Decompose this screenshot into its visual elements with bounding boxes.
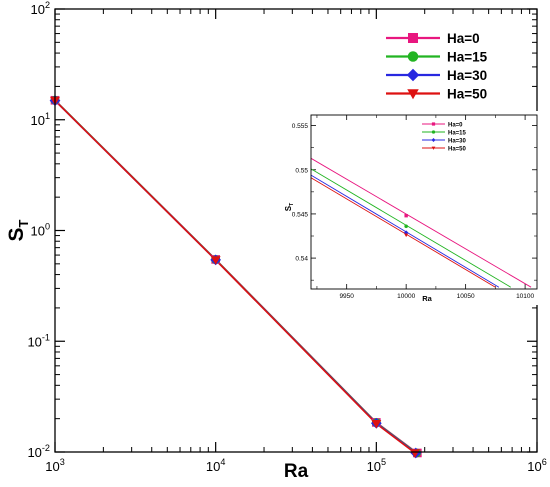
inset-y-tick-label: 0.55: [295, 167, 308, 174]
y-tick-label: 102: [30, 0, 50, 17]
inset-data-point-Ha=30: [404, 230, 409, 235]
inset-frame: [310, 114, 538, 290]
legend-label-Ha=15: Ha=15: [447, 50, 488, 65]
inset-x-tick-label: 10000: [397, 293, 415, 300]
inset-legend-label-Ha=15: Ha=15: [448, 130, 467, 136]
inset-y-tick-label: 0.555: [292, 123, 309, 130]
inset-y-tick-label: 0.54: [295, 256, 308, 263]
inset-x-tick-label: 9950: [339, 293, 354, 300]
inset-series-line-Ha=0: [311, 157, 532, 288]
inset-legend-label-Ha=50: Ha=50: [448, 146, 467, 152]
inset-y-tick-label: 0.545: [292, 211, 309, 218]
x-tick-label: 105: [367, 457, 387, 474]
legend-marker-Ha=15: [407, 51, 419, 62]
legend-marker-Ha=0: [408, 33, 418, 43]
x-axis-label: Ra: [284, 461, 309, 482]
data-point-Ha=50: [210, 256, 221, 265]
x-tick-label: 103: [45, 457, 65, 474]
legend-marker-Ha=30: [406, 68, 420, 82]
inset-x-axis-label: Ra: [422, 294, 432, 303]
legend-label-Ha=0: Ha=0: [447, 31, 480, 46]
x-tick-label: 104: [206, 457, 226, 474]
inset-series-line-Ha=15: [311, 168, 512, 288]
series-line-Ha=50: [55, 100, 416, 452]
inset-legend-label-Ha=0: Ha=0: [448, 122, 463, 128]
inset-legend-label-Ha=30: Ha=30: [448, 138, 467, 144]
inset-data-point-Ha=0: [404, 213, 408, 218]
inset-legend-marker-Ha=50: [431, 146, 436, 150]
x-tick-label: 106: [527, 457, 547, 474]
inset-data-point-Ha=50: [404, 233, 409, 238]
y-axis-label: ST: [5, 219, 31, 241]
inset-background: [286, 111, 539, 305]
inset-series-line-Ha=30: [311, 174, 500, 288]
inset-legend-marker-Ha=0: [431, 122, 436, 126]
data-point-Ha=50: [371, 420, 382, 429]
y-tick-label: 101: [30, 111, 50, 128]
legend-marker-Ha=50: [407, 89, 419, 100]
legend-label-Ha=50: Ha=50: [447, 87, 487, 102]
inset-data-point-Ha=15: [404, 224, 408, 229]
legend-label-Ha=30: Ha=30: [447, 68, 487, 83]
y-tick-label: 10-2: [27, 443, 50, 460]
y-tick-label: 100: [30, 222, 50, 239]
inset-x-tick-label: 10100: [516, 293, 534, 300]
inset-legend-marker-Ha=30: [431, 138, 436, 142]
inset-x-tick-label: 10050: [457, 293, 475, 300]
y-tick-label: 10-1: [27, 332, 50, 349]
inset-legend-marker-Ha=15: [431, 130, 436, 134]
inset-series-line-Ha=50: [311, 177, 496, 288]
inset-y-axis-label: ST: [284, 203, 295, 211]
